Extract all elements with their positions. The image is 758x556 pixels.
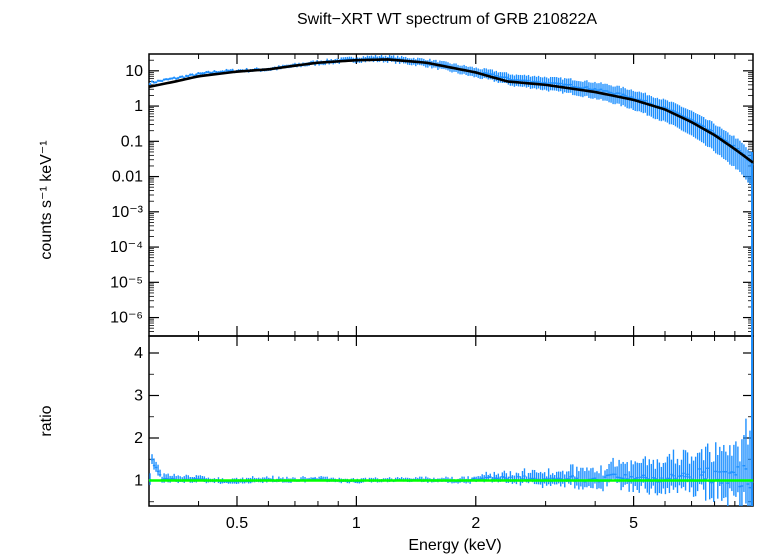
model-line xyxy=(148,58,754,164)
y-tick-label: 0.1 xyxy=(121,133,143,150)
x-axis-label: Energy (keV) xyxy=(408,537,501,554)
x-tick-label: 1 xyxy=(352,515,361,532)
axis-ticks: 0.5 1 2 5 10 1 0.1 0.01 10⁻³ 10⁻⁴ 10⁻⁵ 10⁻⁶ 1 2 3 4 xyxy=(110,53,753,532)
y-tick-label: 0.01 xyxy=(112,169,143,186)
y-tick-label: 10⁻⁴ xyxy=(110,239,143,256)
ratio-data-group xyxy=(148,336,754,506)
ratio-tick-label: 3 xyxy=(134,388,143,405)
y-tick-label: 10⁻³ xyxy=(111,204,143,221)
spectrum-data-group xyxy=(148,54,754,336)
spectrum-ylabel: counts s⁻¹ keV⁻¹ xyxy=(38,140,55,259)
chart-title: Swift−XRT WT spectrum of GRB 210822A xyxy=(297,11,597,28)
x-tick-label: 2 xyxy=(471,515,480,532)
x-tick-label: 5 xyxy=(629,515,638,532)
ratio-ylabel: ratio xyxy=(38,405,55,436)
x-tick-label: 0.5 xyxy=(226,515,248,532)
ratio-tick-label: 4 xyxy=(134,345,143,362)
y-tick-label: 10 xyxy=(125,63,143,80)
y-tick-label: 10⁻⁵ xyxy=(110,274,143,291)
y-tick-label: 1 xyxy=(134,98,143,115)
y-tick-label: 10⁻⁶ xyxy=(110,310,143,327)
ratio-tick-label: 2 xyxy=(134,430,143,447)
spectrum-panel-frame xyxy=(148,53,754,337)
ratio-tick-label: 1 xyxy=(134,473,143,490)
